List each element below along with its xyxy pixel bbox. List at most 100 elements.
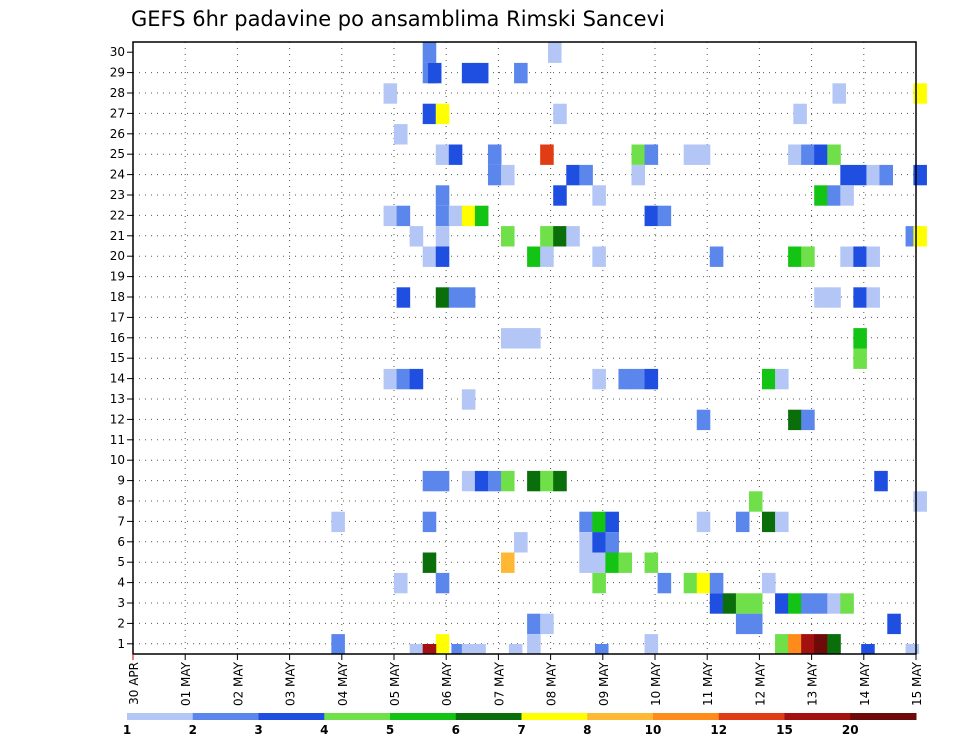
x-tick-label: 10 MAY xyxy=(649,661,663,706)
heatmap-edge-cell xyxy=(508,644,523,654)
y-tick-label: 1 xyxy=(117,637,125,651)
heatmap-cell xyxy=(474,62,489,84)
heatmap-cell xyxy=(840,246,854,267)
x-tick-label: 15 MAY xyxy=(910,661,924,706)
heatmap-cell xyxy=(540,226,554,247)
heatmap-cell xyxy=(696,572,711,594)
x-tick-label: 13 MAY xyxy=(806,661,820,706)
heatmap-cell xyxy=(814,634,828,655)
x-tick-label: 08 MAY xyxy=(545,661,559,706)
heatmap-cell xyxy=(788,409,802,431)
x-tick-label: 12 MAY xyxy=(753,661,767,706)
heatmap-cell xyxy=(618,552,633,573)
heatmap-edge-cell xyxy=(861,644,875,654)
heatmap-cell xyxy=(514,532,528,553)
heatmap-cell xyxy=(540,246,554,267)
colorbar-label: 12 xyxy=(710,723,727,737)
heatmap-cell xyxy=(887,613,901,635)
heatmap-cell xyxy=(840,593,854,614)
colorbar-label: 2 xyxy=(189,723,197,737)
heatmap-cell xyxy=(788,634,802,655)
heatmap-cell xyxy=(461,205,476,227)
colorbar-label: 6 xyxy=(452,723,460,737)
heatmap-cell xyxy=(683,144,698,165)
colorbar-swatch xyxy=(587,713,654,720)
heatmap-cell xyxy=(827,144,841,165)
heatmap-cell xyxy=(709,246,724,267)
heatmap-cell xyxy=(644,552,659,573)
colorbar-label: 10 xyxy=(645,723,662,737)
y-axis: 1234567891011121314151617181920212223242… xyxy=(110,45,133,651)
heatmap-cell xyxy=(814,593,828,614)
heatmap-edge-cell xyxy=(422,644,437,654)
colorbar-swatch xyxy=(850,713,917,720)
heatmap-cell xyxy=(501,552,515,573)
heatmap-cell xyxy=(775,634,789,655)
y-tick-label: 23 xyxy=(110,188,125,202)
y-tick-label: 3 xyxy=(117,596,125,610)
heatmap-edge-cell xyxy=(905,644,920,654)
colorbar-swatch xyxy=(784,713,851,720)
heatmap-cell xyxy=(788,144,802,165)
heatmap-cell xyxy=(396,287,411,308)
heatmap-cell xyxy=(775,368,789,390)
heatmap-cell xyxy=(709,593,724,614)
heatmap-cell xyxy=(394,124,408,145)
heatmap-cell xyxy=(874,470,888,492)
y-tick-label: 4 xyxy=(117,576,125,590)
heatmap-cell xyxy=(527,328,541,349)
y-tick-label: 24 xyxy=(110,168,125,182)
heatmap-cell xyxy=(853,328,867,349)
heatmap-cell xyxy=(827,634,841,655)
heatmap-cell xyxy=(814,144,828,165)
heatmap-cell xyxy=(527,634,541,655)
heatmap-cell xyxy=(579,552,593,573)
heatmap-cell xyxy=(474,205,489,227)
colorbar-label: 15 xyxy=(776,723,793,737)
heatmap-cell xyxy=(735,593,750,614)
heatmap-cell xyxy=(427,62,442,84)
y-tick-label: 17 xyxy=(110,310,125,324)
colorbar: 1 2 3 4 5 6 7 8 10 12 15 20 xyxy=(123,713,917,737)
y-tick-label: 5 xyxy=(117,555,125,569)
heatmap-cell xyxy=(788,593,802,614)
heatmap-cell xyxy=(696,511,711,533)
colorbar-swatch xyxy=(127,713,194,720)
heatmap-cell xyxy=(527,470,541,492)
heatmap-cell xyxy=(775,593,789,614)
heatmap-cell xyxy=(748,593,763,614)
heatmap-cell xyxy=(762,572,776,594)
heatmap-cell xyxy=(722,593,737,614)
y-tick-label: 22 xyxy=(110,208,125,222)
heatmap-cell xyxy=(827,287,841,308)
heatmap-cell xyxy=(832,83,847,104)
heatmap-cell xyxy=(605,552,619,573)
y-tick-label: 30 xyxy=(110,45,125,59)
heatmap-cell xyxy=(435,470,450,492)
heatmap-cell xyxy=(435,205,450,227)
heatmap-cell xyxy=(501,164,515,186)
heatmap-cell xyxy=(657,205,672,227)
heatmap-cell xyxy=(801,409,815,431)
colorbar-label: 20 xyxy=(842,723,859,737)
colorbar-swatch xyxy=(390,713,457,720)
colorbar-swatch xyxy=(653,713,720,720)
heatmap-cell xyxy=(709,572,724,594)
heatmap-edge-cell xyxy=(461,644,476,654)
y-tick-label: 6 xyxy=(117,535,125,549)
heatmap-cell xyxy=(422,511,437,533)
heatmap-cell xyxy=(879,164,894,186)
heatmap-cell xyxy=(409,226,424,247)
heatmap-edge-cell xyxy=(409,644,424,654)
heatmap-edge-cell xyxy=(594,644,609,654)
heatmap-cell xyxy=(853,348,867,369)
data-cells xyxy=(331,42,927,655)
heatmap-cell xyxy=(435,634,450,655)
heatmap-cell xyxy=(409,368,424,390)
heatmap-cell xyxy=(592,185,606,206)
colorbar-label: 8 xyxy=(583,723,591,737)
heatmap-cell xyxy=(696,144,711,165)
heatmap-cell xyxy=(683,572,698,594)
y-tick-label: 26 xyxy=(110,127,125,141)
